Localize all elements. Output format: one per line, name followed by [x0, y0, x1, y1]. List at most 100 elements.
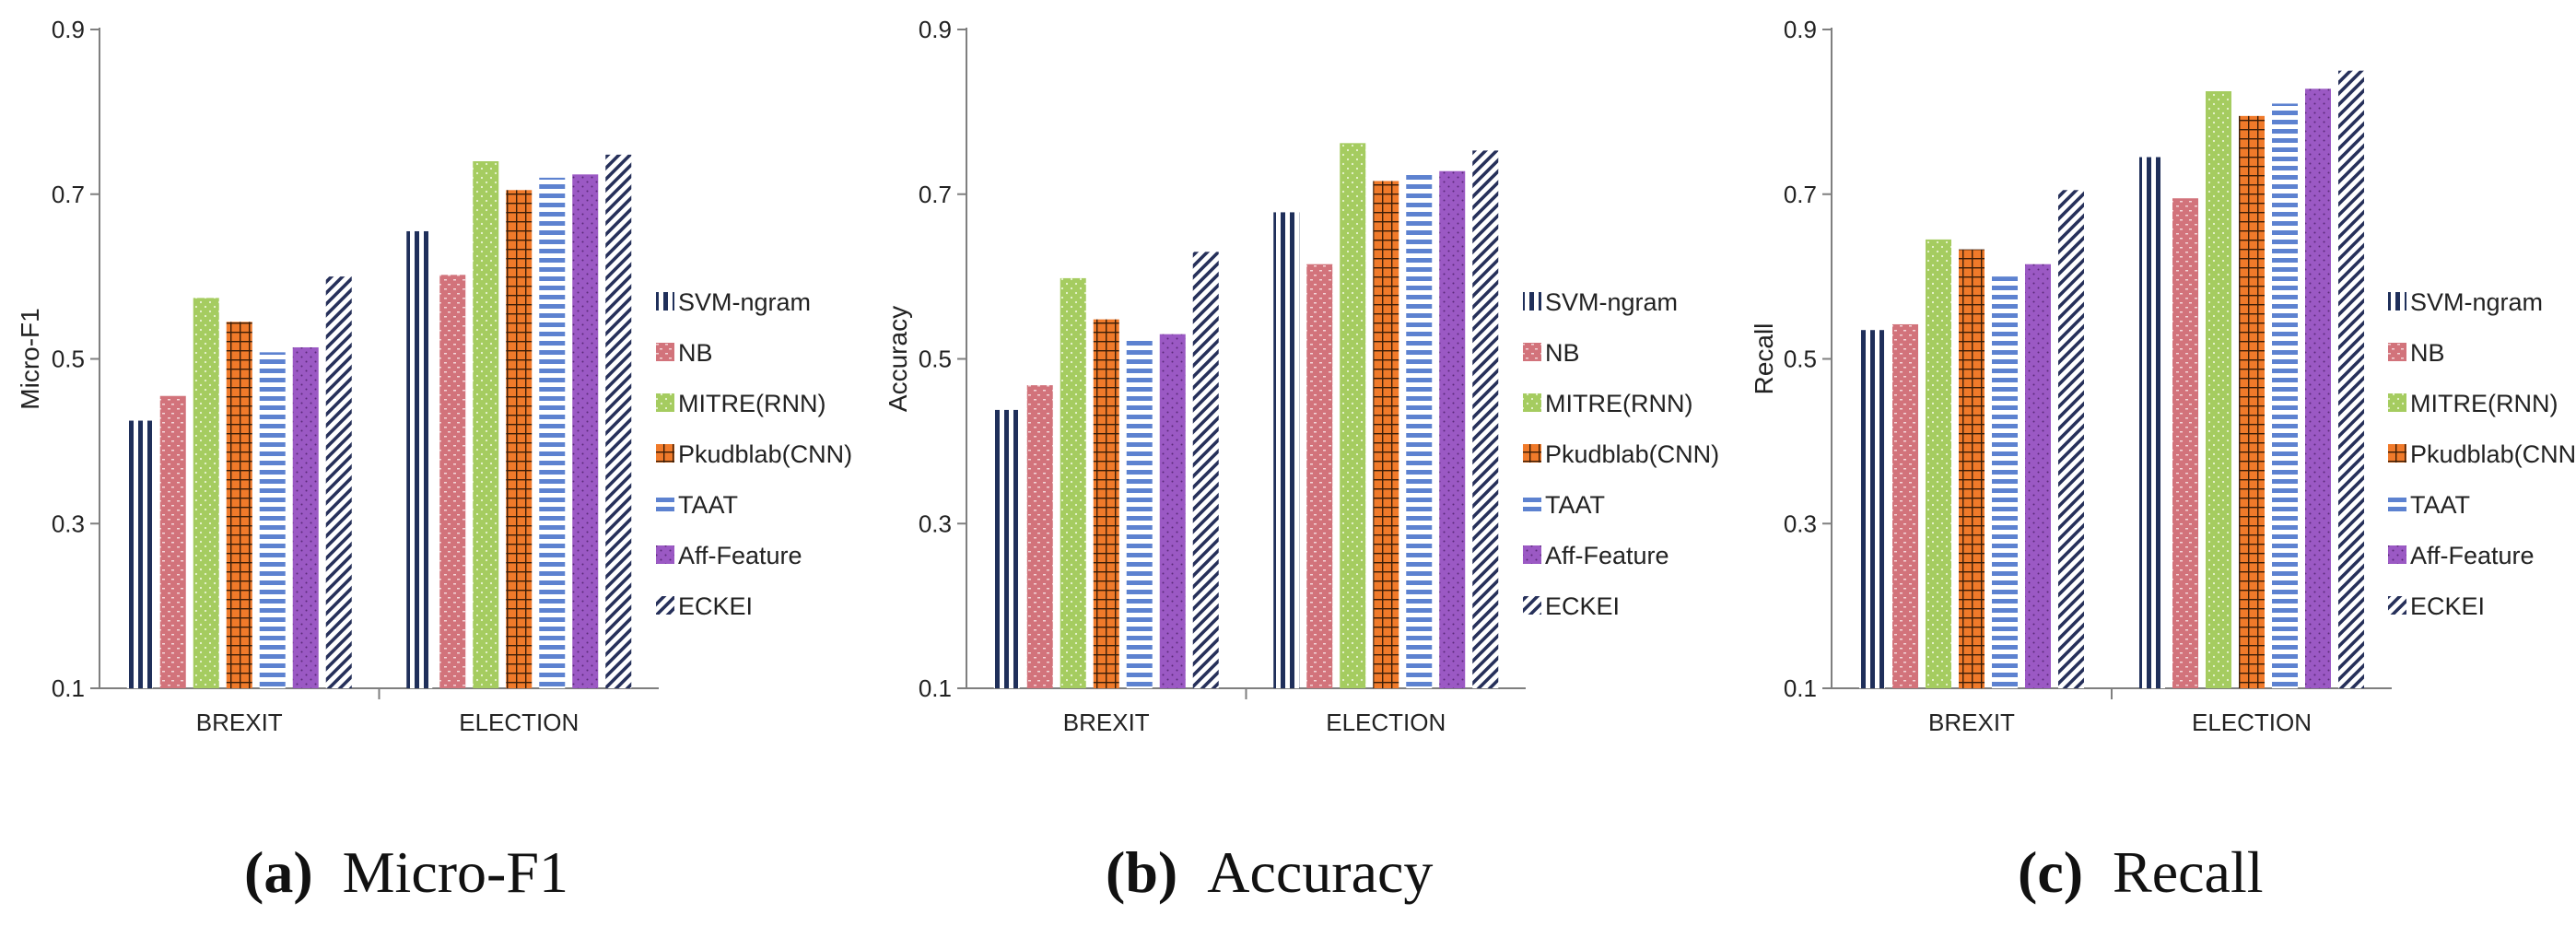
y-tick-label: 0.1 [52, 674, 85, 702]
legend-label-eckei: ECKEI [678, 592, 753, 620]
bar-brexit-mitre-rnn [1060, 277, 1086, 688]
bar-brexit-pkudblab-cnn [1093, 319, 1119, 688]
y-tick-label: 0.3 [919, 510, 952, 537]
legend-label-svm-ngram: SVM-ngram [2410, 288, 2543, 316]
bar-election-mitre-rnn [473, 161, 499, 688]
legend-swatch-aff-feature [1523, 545, 1541, 564]
caption-b-text: Accuracy [1207, 839, 1434, 905]
legend-swatch-eckei [656, 596, 674, 615]
bar-election-taat [1406, 170, 1433, 689]
legend-swatch-pkudblab-cnn [1523, 444, 1541, 463]
y-tick-label: 0.5 [1784, 346, 1817, 373]
bar-election-pkudblab-cnn [2239, 115, 2265, 688]
y-axis-label: Micro-F1 [16, 308, 44, 409]
caption-c-text: Recall [2113, 839, 2264, 905]
legend-label-taat: TAAT [678, 491, 738, 519]
legend-label-mitre-rnn: MITRE(RNN) [678, 390, 825, 417]
y-tick-label: 0.7 [52, 181, 85, 208]
bar-brexit-svm-ngram [993, 409, 1020, 688]
bar-election-mitre-rnn [1340, 143, 1366, 688]
bar-election-svm-ngram [2139, 157, 2165, 688]
x-tick-label-election: ELECTION [459, 709, 579, 736]
y-tick-label: 0.9 [919, 16, 952, 43]
legend-swatch-taat [656, 495, 674, 513]
bar-election-taat [2272, 103, 2298, 688]
x-tick-label-brexit: BREXIT [1928, 709, 2015, 736]
caption-b: (b) Accuracy [1106, 838, 1433, 921]
caption-c-letter: (c) [2018, 839, 2084, 905]
legend-label-svm-ngram: SVM-ngram [1545, 288, 1678, 316]
bar-election-svm-ngram [406, 230, 433, 688]
legend-label-pkudblab-cnn: Pkudblab(CNN) [1545, 440, 1719, 468]
bar-brexit-pkudblab-cnn [226, 322, 252, 688]
y-tick-label: 0.9 [1784, 16, 1817, 43]
bar-brexit-eckei [2058, 190, 2084, 688]
bar-election-aff-feature [572, 174, 599, 689]
bar-election-mitre-rnn [2206, 91, 2231, 688]
legend-swatch-mitre-rnn [656, 393, 674, 412]
legend-swatch-taat [2388, 495, 2406, 513]
bar-brexit-mitre-rnn [1926, 239, 1951, 688]
bar-brexit-pkudblab-cnn [1959, 249, 1985, 688]
y-tick-label: 0.5 [919, 346, 952, 373]
caption-c: (c) Recall [2018, 838, 2264, 921]
bar-brexit-taat [1126, 340, 1153, 688]
bar-election-aff-feature [2305, 88, 2331, 689]
legend-swatch-pkudblab-cnn [656, 444, 674, 463]
y-tick-label: 0.7 [1784, 181, 1817, 208]
x-tick-label-election: ELECTION [2192, 709, 2312, 736]
bar-brexit-aff-feature [1159, 334, 1186, 688]
bar-brexit-eckei [325, 276, 352, 688]
bar-brexit-mitre-rnn [193, 298, 219, 688]
bar-election-taat [539, 177, 566, 688]
caption-a: (a) Micro-F1 [244, 838, 568, 921]
legend-label-aff-feature: Aff-Feature [678, 542, 802, 569]
legend-swatch-nb [2388, 343, 2406, 361]
legend-swatch-aff-feature [656, 545, 674, 564]
y-tick-label: 0.1 [1784, 674, 1817, 702]
bar-brexit-nb [159, 395, 186, 688]
bar-election-pkudblab-cnn [1373, 181, 1399, 688]
legend-label-taat: TAAT [1545, 491, 1605, 519]
y-tick-label: 0.7 [919, 181, 952, 208]
bar-election-pkudblab-cnn [506, 190, 533, 688]
bar-brexit-nb [1026, 385, 1053, 688]
chart-panel-1: 0.1 0.3 0.5 0.7 0.9 Micro-F1 BREXIT ELECTION SVM… [16, 16, 852, 736]
legend-label-eckei: ECKEI [1545, 592, 1620, 620]
bar-brexit-aff-feature [292, 346, 319, 688]
bar-brexit-aff-feature [2025, 264, 2051, 688]
legend-label-nb: NB [1545, 339, 1580, 367]
y-axis-label: Recall [1750, 323, 1778, 395]
legend-label-mitre-rnn: MITRE(RNN) [1545, 390, 1692, 417]
legend-label-nb: NB [2410, 339, 2445, 367]
y-tick-label: 0.3 [1784, 510, 1817, 537]
legend-swatch-svm-ngram [2388, 292, 2406, 311]
bar-election-eckei [605, 154, 632, 689]
chart-panel-3: 0.1 0.3 0.5 0.7 0.9 Recall BREXIT ELECTION SVM-n… [1750, 16, 2576, 736]
legend-label-pkudblab-cnn: Pkudblab(CNN) [2410, 440, 2576, 468]
legend-swatch-svm-ngram [656, 292, 674, 311]
legend-swatch-eckei [1523, 596, 1541, 615]
legend-swatch-svm-ngram [1523, 292, 1541, 311]
chart-panel-2: 0.1 0.3 0.5 0.7 0.9 Accuracy BREXIT ELECTION SVM… [884, 16, 1719, 736]
legend-label-aff-feature: Aff-Feature [1545, 542, 1669, 569]
bar-election-nb [2172, 198, 2198, 688]
legend-swatch-mitre-rnn [1523, 393, 1541, 412]
x-tick-label-brexit: BREXIT [1063, 709, 1150, 736]
y-tick-label: 0.5 [52, 346, 85, 373]
legend-swatch-aff-feature [2388, 545, 2406, 564]
bar-election-aff-feature [1439, 170, 1466, 689]
bar-brexit-svm-ngram [1859, 330, 1885, 688]
bar-election-svm-ngram [1273, 212, 1300, 689]
bar-brexit-eckei [1192, 252, 1219, 688]
caption-b-letter: (b) [1106, 839, 1178, 905]
y-axis-label: Accuracy [884, 306, 912, 412]
legend-swatch-nb [656, 343, 674, 361]
bar-election-nb [1306, 264, 1333, 688]
y-tick-label: 0.1 [919, 674, 952, 702]
legend-swatch-taat [1523, 495, 1541, 513]
bar-election-eckei [2338, 70, 2364, 688]
bar-brexit-nb [1892, 323, 1918, 688]
bar-brexit-taat [259, 352, 286, 688]
